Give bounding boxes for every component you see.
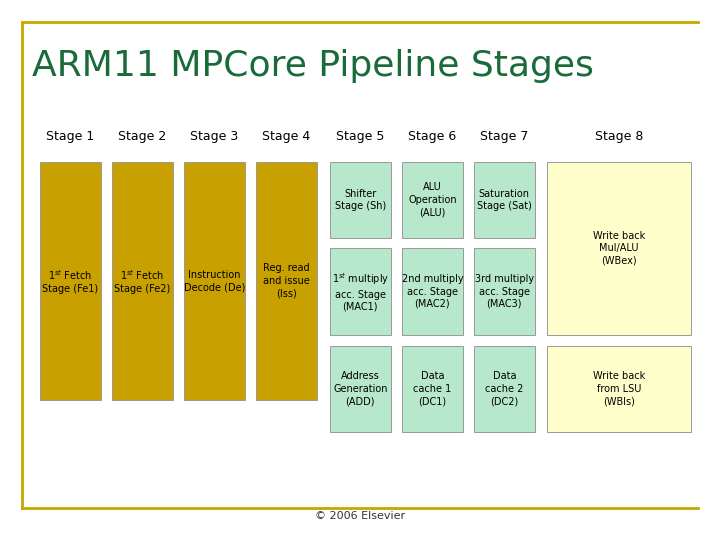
Text: Write back
Mul/ALU
(WBex): Write back Mul/ALU (WBex) (593, 231, 645, 266)
Text: Stage 5: Stage 5 (336, 130, 384, 143)
Bar (40, 162, 101, 400)
Bar (474, 162, 535, 238)
Text: Shifter
Stage (Sh): Shifter Stage (Sh) (335, 188, 386, 211)
Text: Data
cache 1
(DC1): Data cache 1 (DC1) (413, 372, 451, 406)
Text: Reg. read
and issue
(Iss): Reg. read and issue (Iss) (263, 264, 310, 298)
Bar (402, 248, 463, 335)
Text: © 2006 Elsevier: © 2006 Elsevier (315, 511, 405, 521)
Text: Stage 1: Stage 1 (46, 130, 94, 143)
Text: Write back
from LSU
(WBls): Write back from LSU (WBls) (593, 372, 645, 406)
Text: Stage 7: Stage 7 (480, 130, 528, 143)
Text: Stage 6: Stage 6 (408, 130, 456, 143)
Text: Stage 4: Stage 4 (262, 130, 310, 143)
Bar (330, 248, 391, 335)
Bar (330, 346, 391, 432)
Bar (330, 162, 391, 238)
Bar (184, 162, 245, 400)
Text: Data
cache 2
(DC2): Data cache 2 (DC2) (485, 372, 523, 406)
Text: Instruction
Decode (De): Instruction Decode (De) (184, 269, 245, 292)
Text: 2nd multiply
acc. Stage
(MAC2): 2nd multiply acc. Stage (MAC2) (402, 274, 463, 309)
Bar (474, 248, 535, 335)
Text: ALU
Operation
(ALU): ALU Operation (ALU) (408, 183, 456, 217)
Text: 3rd multiply
acc. Stage
(MAC3): 3rd multiply acc. Stage (MAC3) (474, 274, 534, 309)
Text: ARM11 MPCore Pipeline Stages: ARM11 MPCore Pipeline Stages (32, 49, 594, 83)
Bar (402, 162, 463, 238)
Text: Address
Generation
(ADD): Address Generation (ADD) (333, 372, 387, 406)
Bar (547, 162, 691, 335)
Bar (402, 346, 463, 432)
Text: Stage 2: Stage 2 (118, 130, 166, 143)
Bar (256, 162, 317, 400)
Bar (112, 162, 173, 400)
Bar (474, 346, 535, 432)
Text: 1$^{st}$ multiply
acc. Stage
(MAC1): 1$^{st}$ multiply acc. Stage (MAC1) (332, 271, 389, 312)
Text: Saturation
Stage (Sat): Saturation Stage (Sat) (477, 188, 532, 211)
Text: Stage 8: Stage 8 (595, 130, 644, 143)
Text: Stage 3: Stage 3 (190, 130, 238, 143)
Text: 1$^{st}$ Fetch
Stage (Fe1): 1$^{st}$ Fetch Stage (Fe1) (42, 268, 98, 294)
Text: 1$^{st}$ Fetch
Stage (Fe2): 1$^{st}$ Fetch Stage (Fe2) (114, 268, 171, 294)
Bar (547, 346, 691, 432)
